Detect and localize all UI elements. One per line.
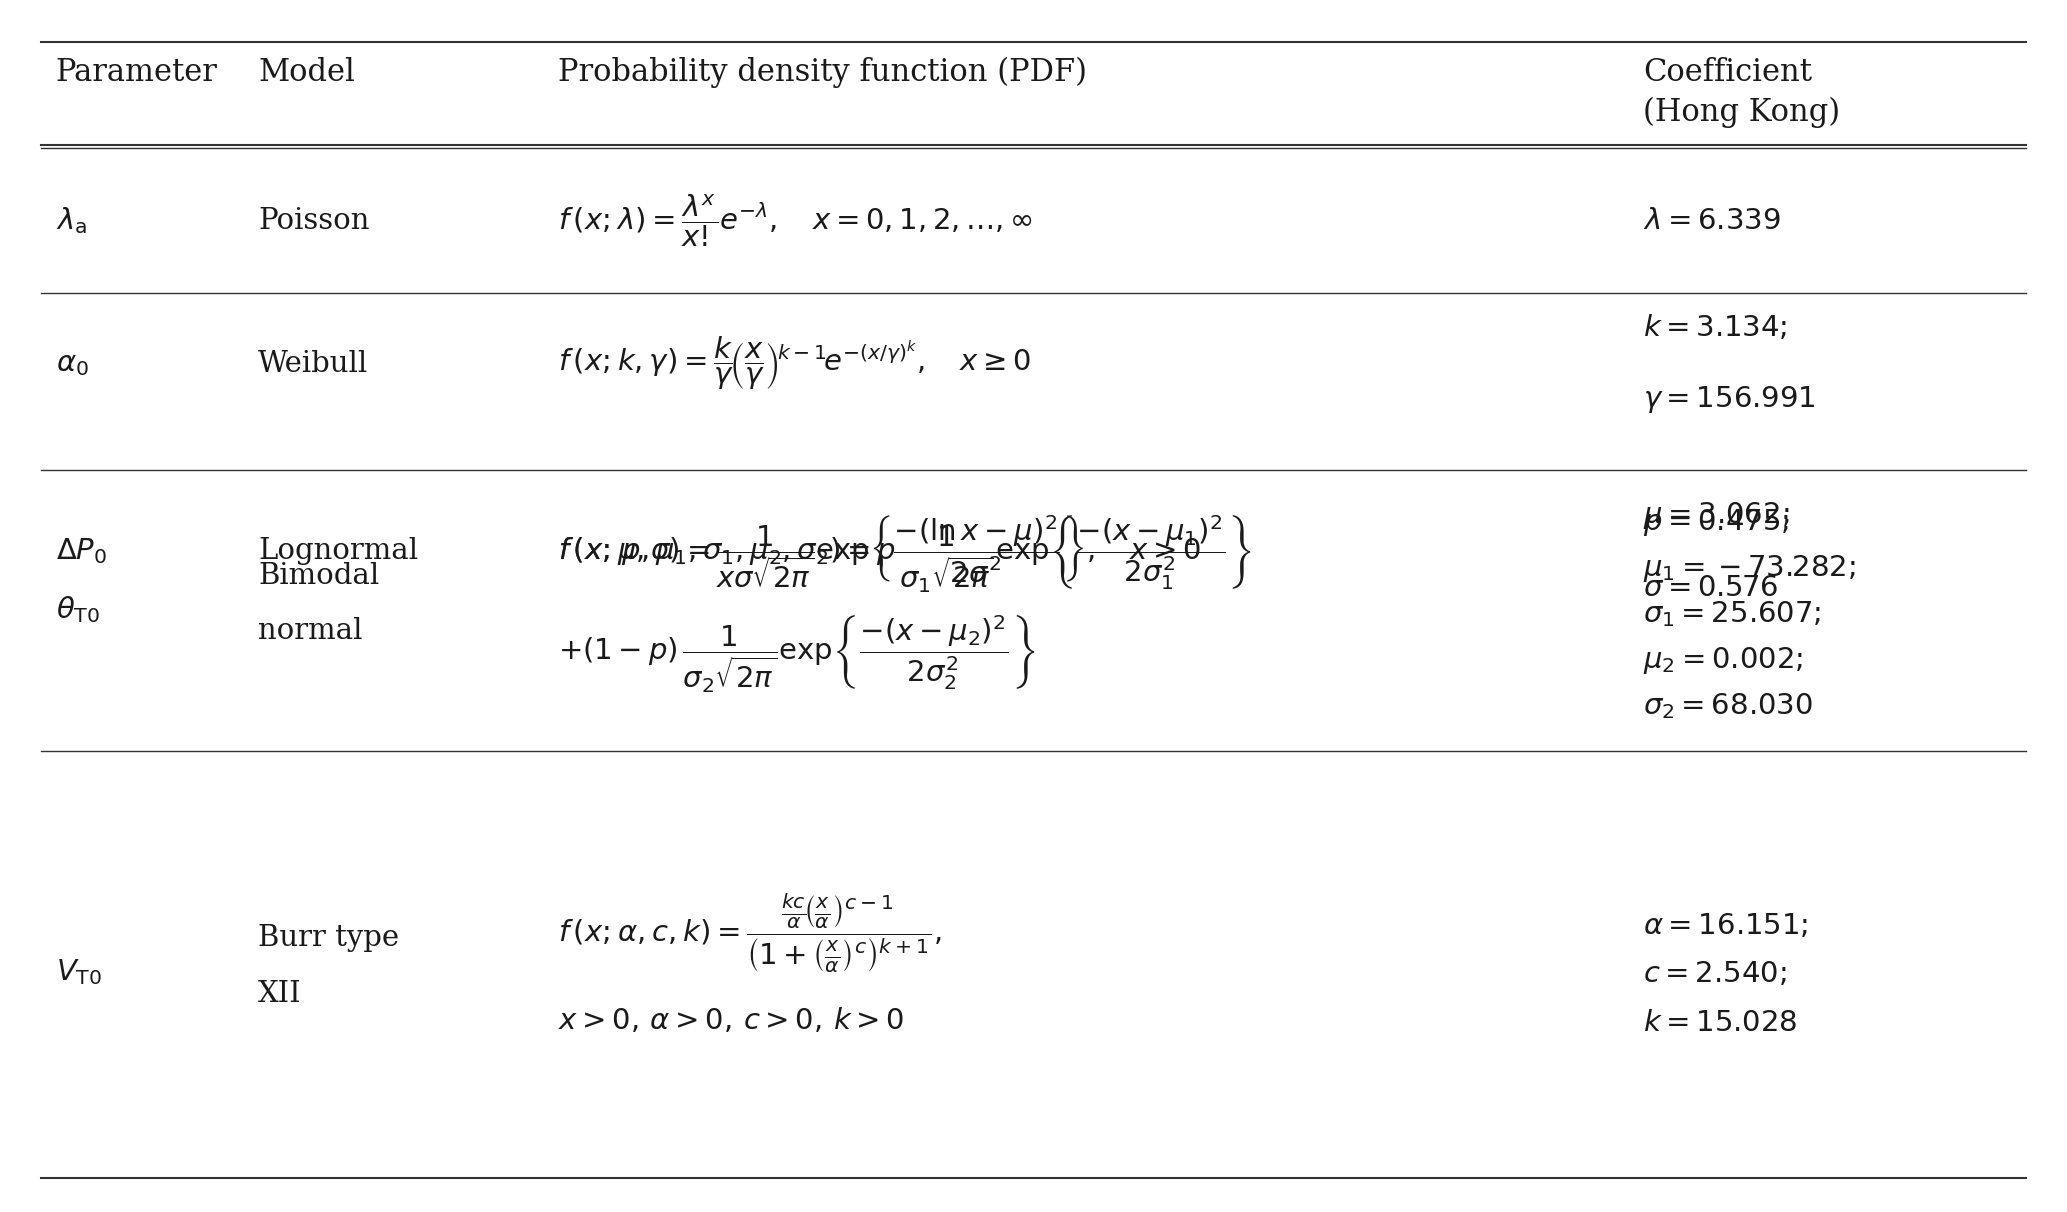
Text: Bimodal: Bimodal — [258, 561, 380, 590]
Text: $f\,(x;\,p,\mu_1,\sigma_1,\mu_2,\sigma_2)=p\,\dfrac{1}{\sigma_1\sqrt{2\pi}}\exp\: $f\,(x;\,p,\mu_1,\sigma_1,\mu_2,\sigma_2… — [558, 513, 1253, 595]
Text: $V_{\mathrm{T0}}$: $V_{\mathrm{T0}}$ — [56, 957, 101, 987]
Text: XII: XII — [258, 979, 302, 1008]
Text: normal: normal — [258, 617, 364, 646]
Text: $\gamma = 156.991$: $\gamma = 156.991$ — [1643, 384, 1817, 416]
Text: $+(1-p)\,\dfrac{1}{\sigma_2\sqrt{2\pi}}\exp\!\left\{\dfrac{-(x-\mu_2)^{2}}{2\sig: $+(1-p)\,\dfrac{1}{\sigma_2\sqrt{2\pi}}\… — [558, 613, 1036, 696]
Text: Model: Model — [258, 57, 356, 88]
Text: $k = 15.028$: $k = 15.028$ — [1643, 1008, 1798, 1037]
Text: Probability density function (PDF): Probability density function (PDF) — [558, 57, 1087, 88]
Text: $k = 3.134;$: $k = 3.134;$ — [1643, 313, 1788, 342]
Text: $\sigma_2 = 68.030$: $\sigma_2 = 68.030$ — [1643, 692, 1813, 721]
Text: Lognormal: Lognormal — [258, 537, 418, 566]
Text: Weibull: Weibull — [258, 349, 368, 378]
Text: $f\,(x;\mu,\sigma)=\dfrac{1}{x\sigma\sqrt{2\pi}}\exp\!\left\{\dfrac{-(\ln x-\mu): $f\,(x;\mu,\sigma)=\dfrac{1}{x\sigma\sqr… — [558, 513, 1201, 590]
Text: Parameter: Parameter — [56, 57, 217, 88]
Text: $p = 0.475;$: $p = 0.475;$ — [1643, 507, 1790, 538]
Text: $\mu_2 = 0.002;$: $\mu_2 = 0.002;$ — [1643, 645, 1804, 676]
Text: $f\,(x;k,\gamma)=\dfrac{k}{\gamma}\!\left(\dfrac{x}{\gamma}\right)^{\!k-1}\!e^{-: $f\,(x;k,\gamma)=\dfrac{k}{\gamma}\!\lef… — [558, 335, 1031, 393]
Text: $\mu = 3.062;$: $\mu = 3.062;$ — [1643, 499, 1790, 531]
Text: $\theta_{\mathrm{T0}}$: $\theta_{\mathrm{T0}}$ — [56, 594, 99, 625]
Text: $\lambda_\mathrm{a}$: $\lambda_\mathrm{a}$ — [56, 205, 87, 236]
Text: $\sigma_1 = 25.607;$: $\sigma_1 = 25.607;$ — [1643, 600, 1821, 629]
Text: $\lambda = 6.339$: $\lambda = 6.339$ — [1643, 206, 1782, 235]
Text: $\Delta P_{0}$: $\Delta P_{0}$ — [56, 537, 107, 566]
Text: $\alpha_{0}$: $\alpha_{0}$ — [56, 349, 89, 378]
Text: $x>0,\,\alpha>0,\,c>0,\,k>0$: $x>0,\,\alpha>0,\,c>0,\,k>0$ — [558, 1006, 903, 1035]
Text: Coefficient: Coefficient — [1643, 57, 1813, 88]
Text: $\sigma = 0.576$: $\sigma = 0.576$ — [1643, 573, 1780, 602]
Text: Poisson: Poisson — [258, 206, 370, 235]
Text: (Hong Kong): (Hong Kong) — [1643, 97, 1840, 128]
Text: $c = 2.540;$: $c = 2.540;$ — [1643, 960, 1786, 989]
Text: $\alpha = 16.151;$: $\alpha = 16.151;$ — [1643, 911, 1809, 941]
Text: $f\,(x;\lambda)=\dfrac{\lambda^{x}}{x!}e^{-\lambda},\quad x=0,1,2,\ldots,\infty$: $f\,(x;\lambda)=\dfrac{\lambda^{x}}{x!}e… — [558, 193, 1034, 248]
Text: $\mu_1 = -73.282;$: $\mu_1 = -73.282;$ — [1643, 553, 1856, 584]
Text: $f\,(x;\alpha,c,k)=\dfrac{\frac{kc}{\alpha}\!\left(\frac{x}{\alpha}\right)^{c-1}: $f\,(x;\alpha,c,k)=\dfrac{\frac{kc}{\alp… — [558, 892, 943, 974]
Text: Burr type: Burr type — [258, 924, 399, 953]
